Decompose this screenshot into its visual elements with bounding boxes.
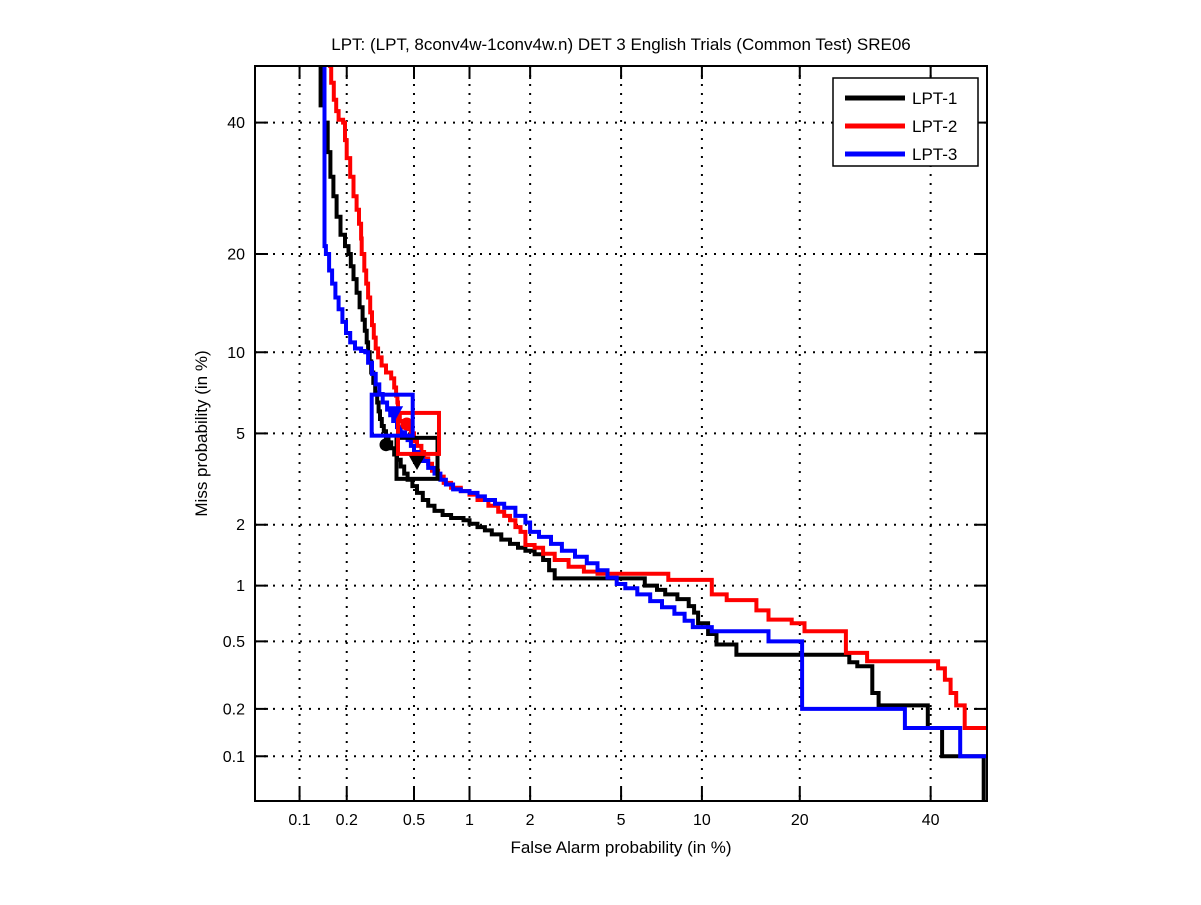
y-tick-label-0.2: 0.2 <box>223 701 245 718</box>
chart-title: LPT: (LPT, 8conv4w-1conv4w.n) DET 3 Engl… <box>331 35 911 54</box>
x-tick-label-10: 10 <box>693 812 711 829</box>
legend-box <box>832 77 979 167</box>
legend-label-lpt1: LPT-1 <box>912 89 957 108</box>
curve-LPT-3 <box>322 66 987 759</box>
y-tick-label-1: 1 <box>236 578 245 595</box>
x-tick-label-2: 2 <box>526 812 535 829</box>
x-tick-label-20: 20 <box>791 812 809 829</box>
x-tick-label-0.2: 0.2 <box>336 812 358 829</box>
x-tick-label-0.1: 0.1 <box>288 812 310 829</box>
dcf-circle-LPT-1 <box>379 438 393 452</box>
tick-labels: 0.1 0.2 0.5 1 2 5 10 20 40 0.1 0.2 0.5 1 2 5 10 20 40 <box>223 115 940 829</box>
y-tick-label-0.5: 0.5 <box>223 634 245 651</box>
det-curves <box>318 66 987 801</box>
y-tick-label-2: 2 <box>236 517 245 534</box>
gridlines <box>255 66 987 801</box>
x-tick-label-0.5: 0.5 <box>403 812 425 829</box>
y-tick-label-40: 40 <box>227 115 245 132</box>
x-axis-label: False Alarm probability (in %) <box>510 838 731 857</box>
axes-box <box>254 65 988 802</box>
y-tick-label-10: 10 <box>227 345 245 362</box>
legend-label-lpt2: LPT-2 <box>912 117 957 136</box>
dcf-markers <box>369 392 441 481</box>
y-axis-label: Miss probability (in %) <box>192 350 211 516</box>
dcf-triangle-LPT-1 <box>408 453 427 470</box>
min-dcf-square-LPT-2 <box>395 410 441 456</box>
y-tick-label-20: 20 <box>227 246 245 263</box>
x-tick-label-40: 40 <box>922 812 940 829</box>
dcf-triangle-LPT-3 <box>385 406 404 423</box>
min-dcf-square-LPT-3 <box>369 392 415 438</box>
min-dcf-square-LPT-1 <box>394 435 440 481</box>
x-tick-label-1: 1 <box>465 812 474 829</box>
legend-label-lpt3: LPT-3 <box>912 145 957 164</box>
y-tick-label-5: 5 <box>236 426 245 443</box>
curve-LPT-1 <box>318 66 986 801</box>
x-tick-label-5: 5 <box>617 812 626 829</box>
y-tick-label-0.1: 0.1 <box>223 749 245 766</box>
legend: LPT-1 LPT-2 LPT-3 <box>832 77 979 167</box>
dcf-circle-LPT-2 <box>400 417 414 431</box>
